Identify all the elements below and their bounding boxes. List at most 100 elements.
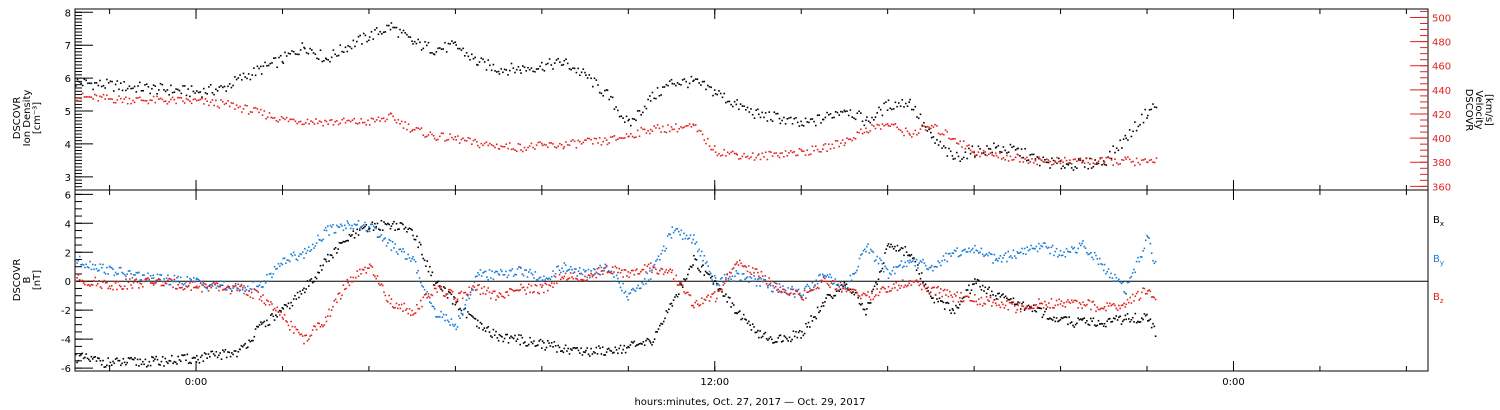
data-point: [357, 35, 360, 38]
data-point: [730, 272, 732, 274]
data-point: [1122, 281, 1124, 284]
data-point: [1061, 254, 1064, 257]
data-point: [854, 271, 857, 274]
data-point: [847, 138, 850, 141]
data-point: [366, 40, 368, 43]
data-point: [439, 135, 441, 138]
data-point: [941, 133, 943, 135]
data-point: [690, 75, 693, 78]
data-point: [775, 112, 777, 115]
data-point: [874, 127, 877, 130]
data-point: [170, 84, 172, 87]
data-point: [374, 275, 376, 278]
data-point: [818, 311, 820, 314]
data-point: [975, 249, 977, 252]
data-point: [90, 82, 93, 85]
data-point: [1017, 154, 1019, 156]
data-point: [1099, 158, 1102, 160]
data-point: [351, 234, 353, 236]
data-point: [298, 53, 300, 56]
data-point: [700, 130, 702, 132]
data-point: [572, 67, 574, 69]
data-point: [374, 226, 376, 229]
data-point: [291, 325, 294, 328]
data-point: [451, 291, 454, 293]
data-point: [584, 351, 586, 354]
data-point: [1114, 151, 1116, 154]
data-point: [1144, 239, 1147, 242]
data-point: [296, 259, 299, 262]
data-point: [947, 295, 950, 298]
data-point: [559, 142, 561, 145]
data-point: [1124, 134, 1127, 137]
data-point: [381, 117, 383, 120]
data-point: [156, 95, 158, 98]
data-point: [127, 357, 130, 359]
data-point: [260, 323, 263, 325]
data-point: [520, 283, 522, 286]
data-point: [450, 289, 453, 292]
data-point: [662, 125, 664, 128]
data-point: [402, 223, 404, 226]
data-point: [645, 339, 647, 342]
data-point: [142, 285, 144, 288]
data-point: [88, 266, 90, 269]
data-point: [577, 349, 580, 352]
data-point: [649, 340, 651, 342]
data-point: [525, 269, 527, 271]
data-point: [394, 119, 396, 121]
data-point: [905, 127, 907, 130]
data-point: [742, 273, 745, 275]
data-point: [496, 337, 499, 339]
data-point: [427, 295, 430, 298]
data-point: [319, 49, 322, 51]
data-point: [708, 86, 711, 88]
data-point: [867, 243, 869, 245]
data-point: [913, 258, 915, 260]
data-point: [490, 144, 493, 146]
data-point: [655, 97, 657, 100]
data-point: [554, 276, 557, 278]
data-point: [196, 355, 198, 357]
data-point: [784, 291, 787, 294]
data-point: [681, 284, 684, 287]
data-point: [753, 159, 756, 161]
data-point: [266, 273, 268, 276]
data-point: [748, 157, 751, 160]
data-point: [460, 138, 463, 141]
data-point: [178, 282, 181, 284]
data-point: [341, 225, 343, 227]
data-point: [394, 26, 396, 29]
data-point: [1121, 147, 1123, 149]
data-point: [416, 235, 418, 238]
data-point: [509, 337, 511, 339]
data-point: [1011, 301, 1013, 303]
data-point: [363, 121, 366, 124]
data-point: [1011, 257, 1013, 259]
data-point: [419, 128, 421, 131]
data-point: [316, 57, 318, 60]
data-point: [241, 289, 244, 291]
data-point: [544, 282, 546, 285]
data-point: [547, 278, 549, 280]
data-point: [1072, 324, 1074, 327]
data-point: [1152, 161, 1154, 163]
data-point: [1073, 326, 1076, 328]
data-point: [1013, 145, 1015, 148]
data-point: [851, 116, 853, 118]
data-point: [337, 54, 340, 57]
data-point: [392, 115, 394, 118]
data-point: [260, 286, 263, 288]
data-point: [877, 262, 880, 265]
data-point: [1021, 247, 1023, 250]
data-point: [492, 278, 495, 281]
data-point: [281, 316, 284, 319]
data-point: [1003, 296, 1006, 299]
data-point: [1127, 139, 1129, 141]
data-point: [849, 274, 852, 277]
data-point: [721, 288, 723, 291]
data-point: [1123, 302, 1125, 305]
data-point: [338, 242, 341, 244]
data-point: [134, 279, 136, 281]
